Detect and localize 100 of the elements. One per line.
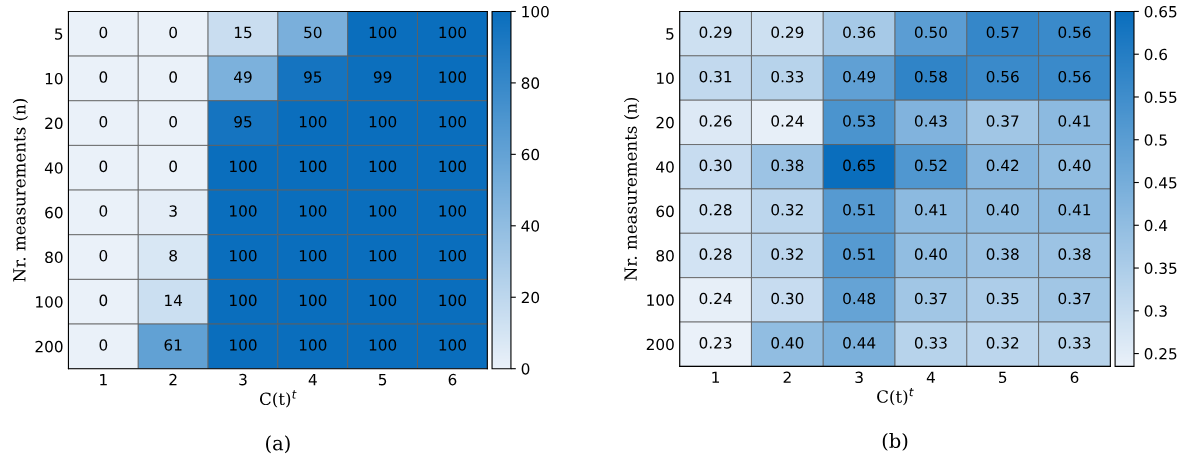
data-label: 0	[99, 115, 108, 128]
color-bar-label: 80	[521, 77, 540, 89]
y-tick-label: 80	[656, 249, 674, 262]
data-label: 100	[369, 160, 397, 173]
y-tick-label: 60	[45, 206, 63, 219]
data-label: 0.43	[914, 115, 947, 127]
x-tick-label: 3	[855, 371, 863, 384]
data-label: 0.28	[699, 203, 732, 216]
color-bar-label: 0.65	[1144, 5, 1177, 18]
data-label: 0.29	[699, 26, 732, 39]
data-label: 100	[369, 205, 397, 217]
data-label: 100	[369, 115, 397, 128]
y-tick-label: 5	[55, 28, 63, 40]
data-label: 0.38	[771, 159, 804, 172]
data-label: 0.57	[986, 26, 1019, 39]
x-tick-label: 4	[308, 374, 317, 386]
y-tick-label: 100	[36, 296, 63, 308]
data-label: 0.33	[1058, 337, 1091, 349]
data-label: 0.30	[771, 292, 804, 305]
y-tick-label: 40	[656, 161, 674, 173]
data-label: 95	[304, 71, 322, 83]
x-tick-label: 1	[712, 371, 720, 383]
data-label: 3	[169, 205, 177, 217]
data-label: 95	[234, 115, 252, 128]
data-label: 100	[230, 294, 257, 307]
data-label: 0	[169, 26, 178, 39]
text: (a)	[266, 435, 290, 454]
data-label: 0.28	[699, 248, 732, 260]
y-tick-label: 10	[45, 72, 63, 85]
data-label: 49	[234, 71, 252, 83]
x-tick-label: 4	[926, 371, 935, 383]
data-label: 100	[230, 160, 257, 173]
color-bar-label: 0.3	[1144, 305, 1167, 317]
data-label: 0.56	[986, 70, 1019, 83]
data-label: 50	[304, 26, 322, 39]
x-tick-label: 5	[999, 371, 1007, 384]
data-label: 0.29	[771, 26, 804, 39]
y-tick-label: 20	[45, 117, 63, 130]
data-label: 0.30	[699, 159, 732, 172]
y-tick-label: 80	[45, 251, 63, 264]
data-label: 0	[99, 26, 108, 39]
data-label: 0	[99, 294, 108, 307]
data-label: 61	[164, 339, 182, 351]
data-label: 0.37	[986, 115, 1019, 127]
x-tick-label: 6	[448, 373, 457, 386]
y-tick-label: 60	[656, 205, 674, 218]
data-label: 100	[439, 26, 466, 39]
data-label: 100	[439, 339, 466, 351]
data-label: 100	[299, 115, 327, 128]
data-label: 100	[299, 205, 327, 217]
data-label: 0.41	[914, 203, 947, 216]
color-bar-label: 0.55	[1144, 91, 1177, 103]
data-label: 0	[169, 160, 178, 173]
data-label: 0.35	[986, 292, 1019, 305]
data-label: 0.38	[986, 248, 1019, 260]
data-label: 100	[230, 339, 257, 351]
data-label: 0.41	[1058, 115, 1091, 127]
data-label: 0.56	[1058, 70, 1091, 83]
data-label: 0	[99, 249, 108, 262]
data-label: 100	[439, 249, 466, 262]
y-axis-title: Nr. measurements (n)	[12, 99, 28, 282]
data-label: 0	[99, 339, 108, 351]
data-label: 0.44	[843, 337, 876, 349]
data-label: 0.24	[771, 115, 804, 127]
data-label: 100	[369, 339, 397, 351]
data-label: 0.33	[914, 337, 947, 349]
data-label: 0.40	[1058, 159, 1091, 172]
x-tick-label: 6	[1070, 371, 1079, 384]
data-label: 0.36	[843, 26, 876, 39]
data-label: 14	[165, 294, 183, 306]
data-label: 0.23	[699, 337, 732, 349]
x-tick-label: 3	[239, 373, 247, 386]
color-bar-label: 0.45	[1144, 176, 1177, 189]
data-label: 0.65	[843, 159, 875, 172]
data-label: 0.26	[699, 115, 732, 127]
y-tick-label: 20	[656, 116, 674, 129]
data-label: 0.50	[914, 26, 947, 39]
color-bar-label: 100	[522, 5, 549, 18]
data-label: 100	[299, 249, 327, 262]
data-label: 0.38	[1058, 248, 1091, 260]
data-label: 0	[99, 160, 108, 173]
data-label: 8	[169, 249, 177, 262]
data-label: 0.41	[1058, 203, 1091, 216]
data-label: 100	[230, 249, 257, 262]
data-label: 0	[99, 71, 108, 83]
x-tick-label: 2	[169, 373, 177, 386]
color-bar-label: 0.5	[1144, 134, 1167, 146]
data-label: 100	[439, 205, 466, 217]
data-label: 0.37	[914, 292, 947, 305]
y-tick-label: 100	[647, 294, 674, 306]
color-bar-label: 60	[521, 148, 540, 161]
data-label: 0.40	[986, 203, 1019, 216]
y-tick-label: 40	[44, 162, 63, 174]
data-label: 0	[169, 115, 178, 128]
data-label: 0.49	[843, 70, 876, 83]
data-label: 0.53	[843, 115, 875, 127]
x-axis-title: C(t)$^{t}$	[877, 388, 914, 406]
x-tick-label: 5	[378, 374, 387, 386]
data-label: 0.40	[771, 337, 804, 349]
data-label: 0.58	[914, 70, 947, 83]
